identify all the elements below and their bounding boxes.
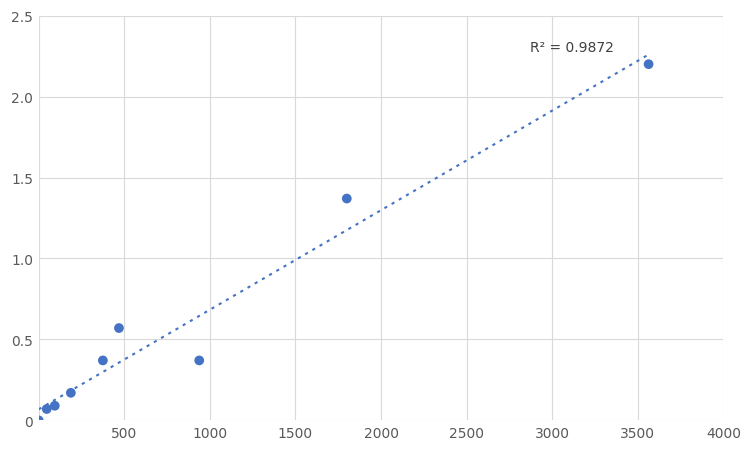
Point: [49, 402, 61, 410]
Text: R² = 0.9872: R² = 0.9872: [530, 41, 614, 55]
Point: [32, 417, 44, 424]
Point: [97, 357, 109, 364]
Point: [341, 195, 353, 202]
Point: [65, 389, 77, 396]
Point: [642, 61, 654, 69]
Point: [41, 405, 53, 413]
Point: [193, 357, 205, 364]
Point: [113, 325, 125, 332]
